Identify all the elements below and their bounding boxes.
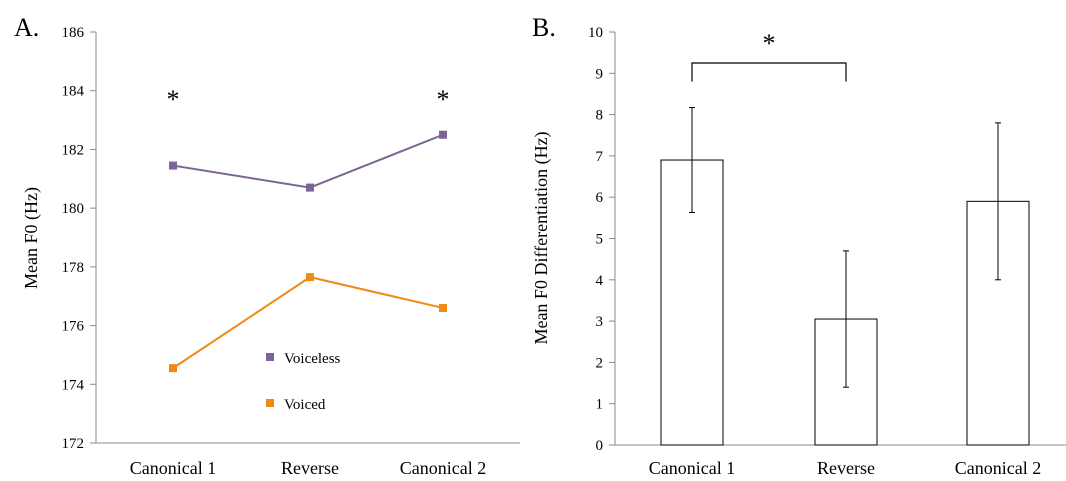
panel-b-y-tick-label: 3	[596, 314, 604, 330]
panel-a-y-tick-label: 174	[62, 377, 85, 393]
legend-voiced-marker	[266, 399, 274, 407]
panel-b-y-tick-label: 1	[596, 397, 604, 413]
panel-b-category-label: Reverse	[817, 458, 875, 478]
data-point-voiceless	[169, 161, 177, 170]
panel-a-y-tick-label: 176	[62, 319, 85, 335]
panel-a-y-axis-label: Mean F0 (Hz)	[21, 187, 42, 289]
panel-b-y-tick-label: 7	[596, 149, 604, 165]
panel-b-bars	[660, 107, 1030, 446]
significance-star: *	[437, 85, 450, 114]
panel-a-series	[169, 130, 447, 373]
data-point-voiceless	[306, 183, 314, 192]
panel-a-legend: Voiceless Voiced	[266, 351, 341, 413]
significance-bracket	[691, 62, 847, 82]
panel-b-y-tick-label: 8	[596, 108, 604, 124]
panel-a-y-tick-label: 178	[62, 260, 85, 276]
legend-voiceless-label: Voiceless	[284, 351, 341, 367]
panel-a-label: A.	[14, 13, 39, 42]
significance-star: *	[167, 85, 180, 114]
panel-a-category-label: Canonical 1	[130, 458, 216, 478]
panel-a-category-label: Canonical 2	[400, 458, 486, 478]
panel-b-category-label: Canonical 2	[955, 458, 1041, 478]
panel-a-category-label: Reverse	[281, 458, 339, 478]
panel-a-y-tick-label: 184	[62, 84, 85, 100]
data-point-voiced	[306, 273, 314, 282]
panel-a: A. Mean F0 (Hz) 172 174 176 178 180 182 184 186…	[14, 13, 520, 478]
panel-a-x-categories: Canonical 1 Reverse Canonical 2	[130, 458, 486, 478]
panel-b-y-ticks: 0 1 2 3 4 5 6 7 8 9 10	[588, 25, 615, 454]
significance-star: *	[763, 29, 776, 58]
data-point-voiced	[439, 303, 447, 312]
panel-b-y-tick-label: 0	[596, 438, 604, 454]
legend-voiceless-marker	[266, 353, 274, 361]
panel-a-significance: * *	[167, 85, 450, 114]
series-line-voiceless	[172, 133, 444, 189]
legend-voiced-label: Voiced	[284, 397, 326, 413]
panel-b-y-axis-label: Mean F0 Differentiation (Hz)	[531, 131, 552, 344]
panel-a-y-tick-label: 182	[62, 142, 85, 158]
panel-b-y-tick-label: 10	[588, 25, 603, 41]
panel-b-y-tick-label: 5	[596, 232, 604, 248]
panel-a-y-tick-label: 180	[62, 201, 85, 217]
data-point-voiceless	[439, 130, 447, 139]
panel-b-significance: *	[691, 29, 847, 82]
data-point-voiced	[169, 364, 177, 373]
panel-b-y-tick-label: 4	[596, 273, 604, 289]
panel-a-y-tick-label: 172	[62, 436, 85, 452]
panel-b-y-tick-label: 9	[596, 66, 604, 82]
panel-a-y-ticks: 172 174 176 178 180 182 184 186	[62, 25, 96, 452]
panel-b-y-tick-label: 6	[596, 190, 604, 206]
panel-b-label: B.	[532, 13, 556, 42]
panel-b-y-tick-label: 2	[596, 355, 604, 371]
panel-b-category-label: Canonical 1	[649, 458, 735, 478]
panel-b: B. Mean F0 Differentiation (Hz) 0 1 2 3 4 5 6 7…	[531, 13, 1066, 478]
panel-b-x-categories: Canonical 1 Reverse Canonical 2	[649, 458, 1041, 478]
panel-a-y-tick-label: 186	[62, 25, 85, 41]
